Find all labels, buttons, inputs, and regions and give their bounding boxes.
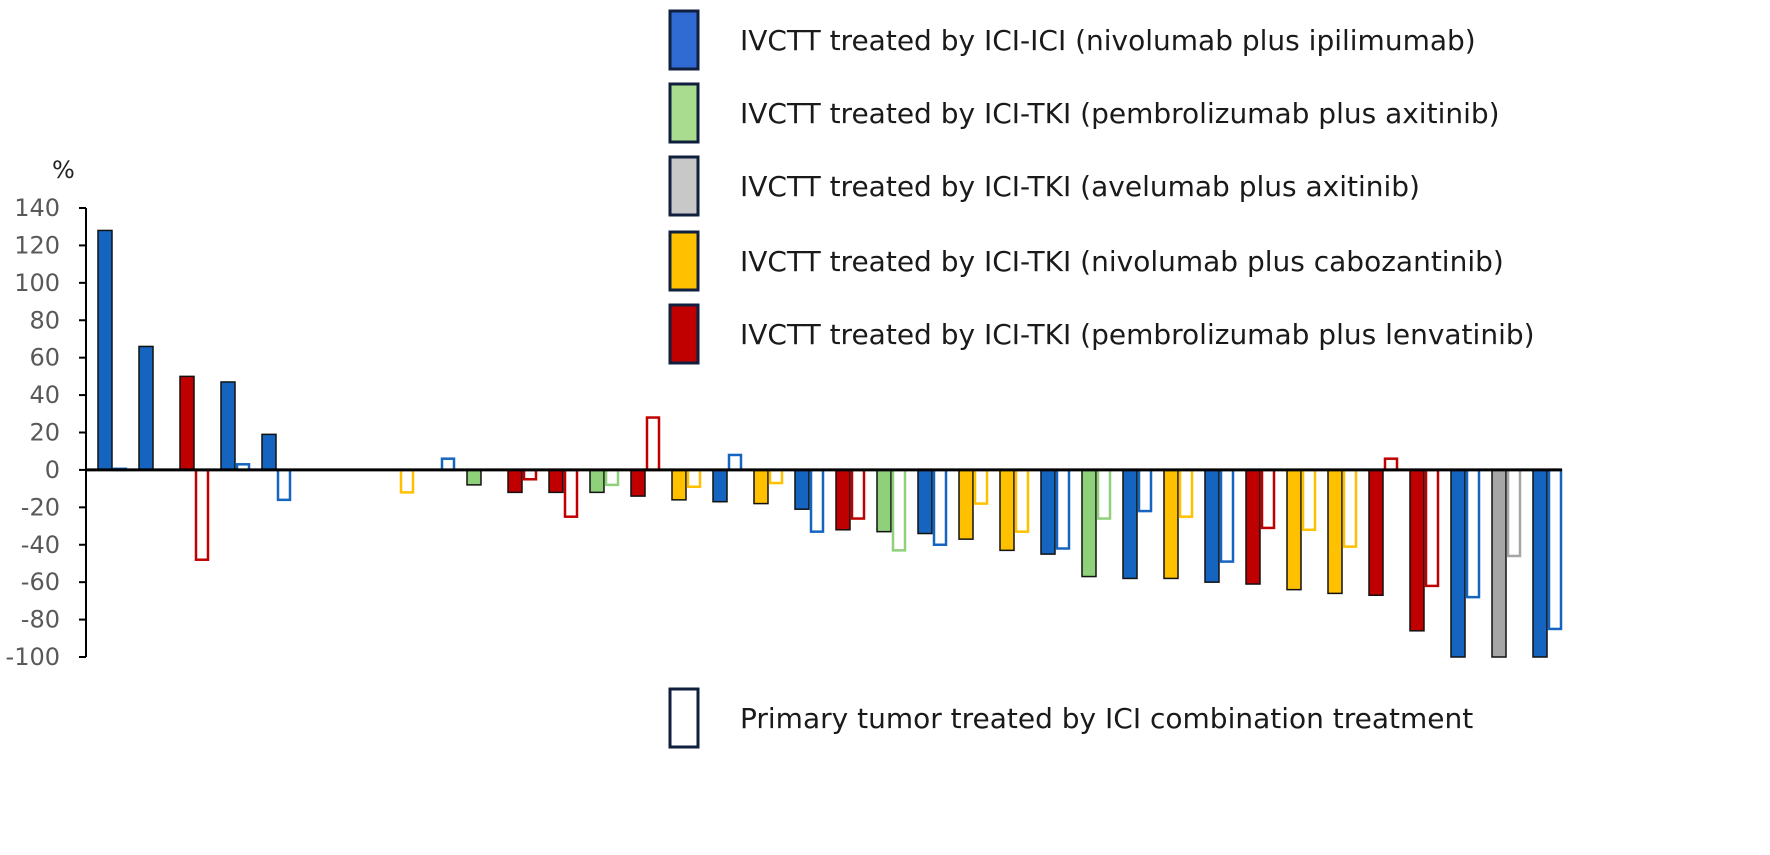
y-tick-label: 80	[29, 306, 60, 334]
ivctt-bar	[1122, 469, 1138, 580]
bars-group	[97, 229, 1563, 658]
legend-label-pembro_lenva: IVCTT treated by ICI-TKI (pembrolizumab …	[740, 318, 1535, 351]
y-tick-label: -80	[21, 606, 60, 634]
y-tick-label: -40	[21, 531, 60, 559]
ivctt-bar	[548, 469, 564, 494]
y-tick-label: 60	[29, 344, 60, 372]
ivctt-bar	[1450, 469, 1466, 658]
ivctt-bar	[1368, 469, 1384, 597]
ivctt-bar	[958, 469, 974, 540]
ivctt-bar	[917, 469, 933, 535]
y-tick-label: 140	[14, 194, 60, 222]
ivctt-bar	[1163, 469, 1179, 580]
ivctt-bar	[671, 469, 687, 501]
primary-tumor-bar	[399, 468, 415, 494]
ivctt-bar	[876, 469, 892, 533]
legend-label-primary: Primary tumor treated by ICI combination…	[740, 702, 1473, 735]
legend: IVCTT treated by ICI-ICI (nivolumab plus…	[668, 9, 1535, 749]
primary-tumor-bar	[1178, 468, 1194, 518]
primary-tumor-bar	[1424, 468, 1440, 588]
ivctt-bar	[97, 229, 113, 471]
legend-swatch-primary	[668, 687, 700, 749]
primary-tumor-bar	[1547, 468, 1563, 631]
ivctt-bar	[507, 469, 523, 494]
primary-tumor-bar	[440, 457, 456, 472]
ivctt-bar	[835, 469, 851, 531]
legend-label-pembro_axi: IVCTT treated by ICI-TKI (pembrolizumab …	[740, 97, 1500, 130]
ivctt-bar	[1040, 469, 1056, 555]
primary-tumor-bar	[850, 468, 866, 520]
ivctt-bar	[1491, 469, 1507, 658]
primary-tumor-bar	[1465, 468, 1481, 599]
ivctt-bar	[794, 469, 810, 510]
legend-label-nivo_ipi: IVCTT treated by ICI-ICI (nivolumab plus…	[740, 24, 1476, 57]
primary-tumor-bar	[891, 468, 907, 552]
ivctt-bar	[1327, 469, 1343, 595]
legend-swatch-avelumab_axi	[668, 155, 700, 217]
y-tick-label: -100	[6, 643, 60, 671]
primary-tumor-bar	[645, 416, 661, 472]
y-tick-label: -20	[21, 493, 60, 521]
primary-tumor-bar	[1137, 468, 1153, 513]
y-tick-label: -60	[21, 568, 60, 596]
ivctt-bar	[1532, 469, 1548, 658]
ivctt-bar	[1245, 469, 1261, 585]
primary-tumor-bar	[809, 468, 825, 533]
y-tick-label: 120	[14, 231, 60, 259]
primary-tumor-bar	[932, 468, 948, 546]
primary-tumor-bar	[194, 468, 210, 561]
primary-tumor-bar	[276, 468, 292, 502]
ivctt-bar	[1286, 469, 1302, 591]
y-tick-label: 100	[14, 269, 60, 297]
ivctt-bar	[753, 469, 769, 505]
primary-tumor-bar	[1260, 468, 1276, 530]
ivctt-bar	[1204, 469, 1220, 583]
ivctt-bar	[466, 469, 482, 486]
primary-tumor-bar	[604, 468, 620, 487]
y-axis-unit-label: %	[52, 156, 75, 184]
ivctt-bar	[999, 469, 1015, 552]
ivctt-bar	[1409, 469, 1425, 632]
legend-swatch-pembro_lenva	[668, 303, 700, 365]
y-tick-label: 20	[29, 419, 60, 447]
primary-tumor-bar	[768, 468, 784, 485]
y-axis-ticks: 140 120 100 80 60 40 20 0 -20 -40 -60 -80 -100	[6, 194, 86, 671]
ivctt-bar	[1081, 469, 1097, 578]
primary-tumor-bar	[1342, 468, 1358, 548]
primary-tumor-bar	[1301, 468, 1317, 532]
legend-label-avelumab_axi: IVCTT treated by ICI-TKI (avelumab plus …	[740, 170, 1420, 203]
ivctt-bar	[179, 375, 195, 471]
primary-tumor-bar	[1014, 468, 1030, 533]
primary-tumor-bar	[563, 468, 579, 518]
y-tick-label: 40	[29, 381, 60, 409]
primary-tumor-bar	[686, 468, 702, 489]
primary-tumor-bar	[1383, 457, 1399, 472]
legend-swatch-nivo_cabo	[668, 230, 700, 292]
ivctt-bar	[138, 345, 154, 471]
primary-tumor-bar	[973, 468, 989, 505]
ivctt-bar	[220, 381, 236, 471]
primary-tumor-bar	[1219, 468, 1235, 563]
primary-tumor-bar	[1096, 468, 1112, 520]
primary-tumor-bar	[1506, 468, 1522, 558]
primary-tumor-bar	[1055, 468, 1071, 550]
ivctt-bar	[712, 469, 728, 503]
legend-swatch-pembro_axi	[668, 82, 700, 144]
ivctt-bar	[630, 469, 646, 497]
legend-label-nivo_cabo: IVCTT treated by ICI-TKI (nivolumab plus…	[740, 245, 1504, 278]
legend-swatch-nivo_ipi	[668, 9, 700, 71]
ivctt-bar	[589, 469, 605, 494]
primary-tumor-bar	[727, 453, 743, 472]
ivctt-bar	[261, 433, 277, 471]
y-tick-label: 0	[45, 456, 60, 484]
